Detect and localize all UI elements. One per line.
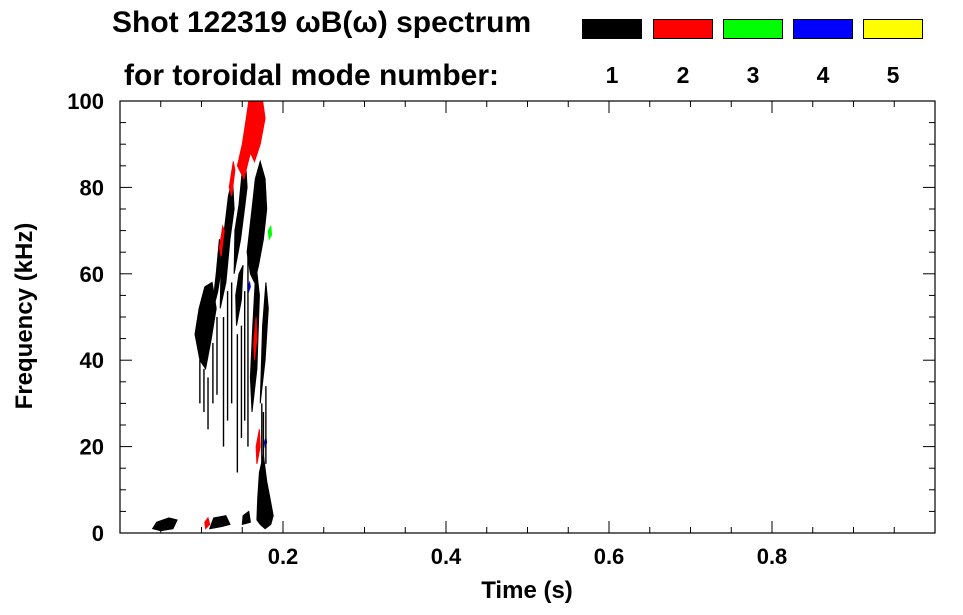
x-tick-label: 0.2 [268, 544, 299, 569]
y-tick-label: 20 [80, 435, 104, 460]
chart-title: Shot 122319 ωB(ω) spectrum [112, 6, 532, 39]
spectrum-region-mode-2-14 [228, 161, 236, 197]
legend-label-mode-5: 5 [886, 62, 900, 88]
legend-label-mode-3: 3 [746, 62, 760, 88]
legend-label-mode-4: 4 [816, 62, 830, 88]
spectrum-region-mode-1-0 [194, 281, 217, 371]
spectrum-region-mode-2-16 [255, 429, 261, 464]
x-tick-label: 0.6 [594, 544, 625, 569]
x-tick-label: 0.8 [757, 544, 788, 569]
spectrum-region-mode-1-7 [259, 282, 269, 404]
legend-swatch-mode-5 [863, 19, 923, 39]
y-axis-title: Frequency (kHz) [11, 223, 38, 410]
y-tick-label: 80 [80, 175, 104, 200]
x-tick-label: 0.4 [431, 544, 462, 569]
legend-swatch-mode-1 [582, 19, 642, 39]
spectrum-region-mode-2-17 [204, 516, 211, 530]
spectrum-region-mode-1-5 [235, 264, 244, 326]
y-tick-label: 0 [92, 521, 104, 546]
legend-swatch-mode-4 [793, 19, 853, 39]
spectrum-region-mode-1-9 [151, 517, 178, 532]
chart-subtitle: for toroidal mode number: [124, 59, 499, 92]
legend-label-mode-1: 1 [605, 62, 619, 88]
y-tick-label: 100 [67, 89, 104, 114]
spectrum-region-mode-3-18 [267, 224, 273, 241]
spectrum-region-mode-1-3 [233, 161, 248, 274]
legend-swatch-mode-3 [723, 19, 783, 39]
spectrum-region-mode-1-4 [246, 159, 268, 284]
spectrum-region-mode-1-10 [208, 515, 231, 530]
y-tick-label: 40 [80, 348, 104, 373]
y-tick-label: 60 [80, 262, 104, 287]
spectrum-region-mode-1-11 [241, 510, 251, 526]
legend-label-mode-2: 2 [676, 62, 690, 88]
spectrum-region-mode-2-15 [253, 316, 258, 361]
spectrum-data [151, 100, 274, 532]
spectrum-region-mode-1-8 [256, 455, 274, 530]
x-axis-title: Time (s) [481, 577, 573, 604]
spectrum-region-mode-2-13 [218, 224, 225, 257]
plot-axes: 0 20 40 60 80 100 0.2 0.4 0.6 0.8 [67, 89, 936, 569]
legend-swatch-mode-2 [653, 19, 713, 39]
